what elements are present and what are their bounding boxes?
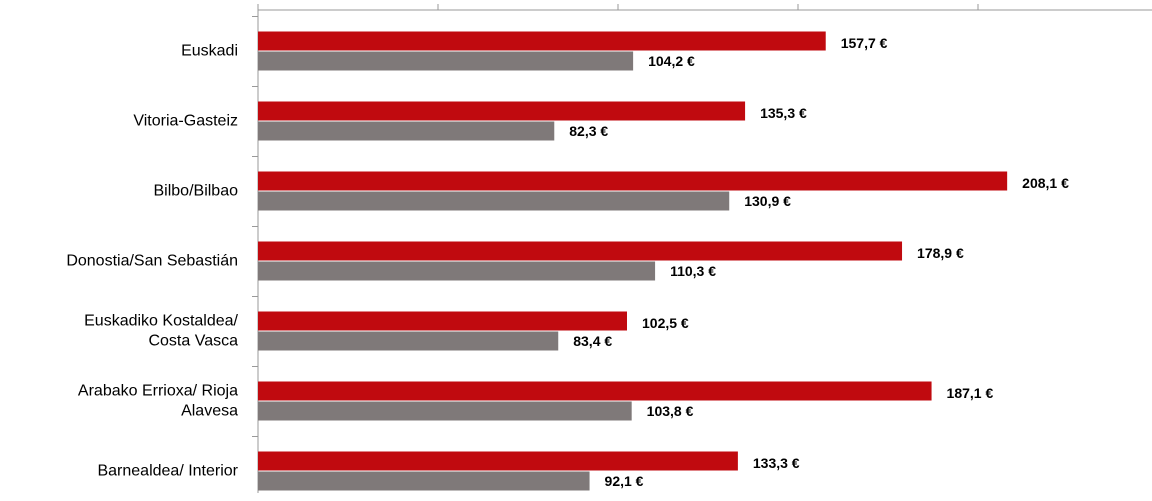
value-label: 110,3 €: [670, 263, 716, 279]
category-label: Barnealdea/ Interior: [97, 463, 238, 480]
value-label: 133,3 €: [753, 455, 800, 471]
category-label: Bilbo/Bilbao: [154, 183, 239, 200]
bar: [258, 261, 656, 281]
bar: [258, 471, 590, 491]
bar: [258, 171, 1008, 191]
value-label: 208,1 €: [1022, 175, 1069, 191]
value-label: 187,1 €: [947, 385, 994, 401]
category-label: Donostia/San Sebastián: [66, 253, 238, 270]
value-label: 92,1 €: [605, 473, 644, 489]
bar: [258, 451, 738, 471]
category-label: Arabako Errioxa/ Rioja Alavesa: [78, 383, 238, 420]
bar: [258, 191, 730, 211]
value-label: 82,3 €: [569, 123, 608, 139]
value-label: 103,8 €: [647, 403, 694, 419]
value-label: 135,3 €: [760, 105, 807, 121]
category-label: Euskadiko Kostaldea/Costa Vasca: [84, 313, 238, 350]
bar: [258, 331, 559, 351]
bar: [258, 51, 634, 71]
bar: [258, 381, 932, 401]
value-label: 83,4 €: [573, 333, 612, 349]
value-label: 102,5 €: [642, 315, 689, 331]
value-label: 130,9 €: [744, 193, 791, 209]
bar: [258, 241, 903, 261]
bar: [258, 121, 555, 141]
bar: [258, 401, 632, 421]
value-label: 157,7 €: [841, 35, 888, 51]
category-label: Euskadi: [181, 43, 238, 60]
category-label: Vitoria-Gasteiz: [133, 113, 238, 130]
value-label: 178,9 €: [917, 245, 964, 261]
value-label: 104,2 €: [648, 53, 695, 69]
bar: [258, 311, 627, 331]
bar: [258, 31, 826, 51]
bar: [258, 101, 746, 121]
